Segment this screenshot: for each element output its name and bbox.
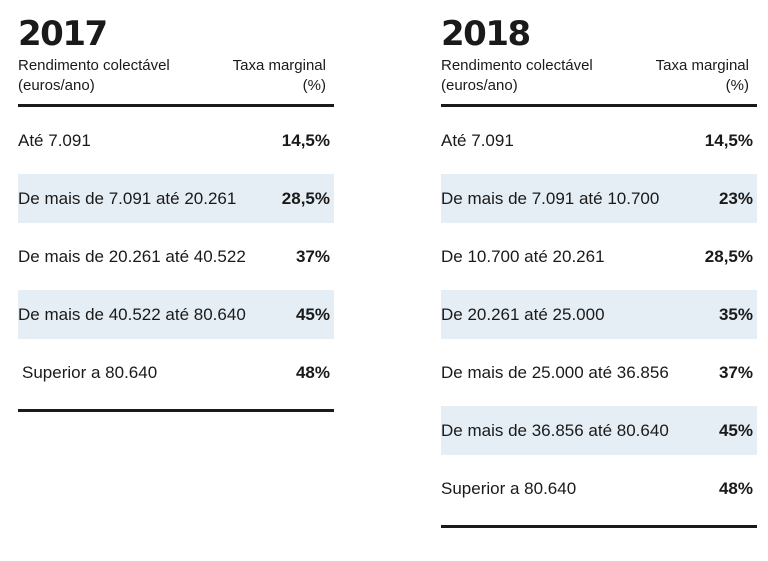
table-row: Até 7.091 14,5% <box>441 116 757 165</box>
income-header-line2: (euros/ano) <box>441 77 518 94</box>
top-rule <box>441 104 757 107</box>
year-title: 2017 <box>18 14 108 54</box>
rate-value: 48% <box>718 479 753 498</box>
income-header-line1: Rendimento colectável <box>441 57 593 74</box>
bottom-rule <box>441 525 757 528</box>
bracket-label: Superior a 80.640 <box>22 363 158 382</box>
table-row: De mais de 20.261 até 40.522 37% <box>18 232 334 281</box>
table-2017: 2017 Rendimento colectável (euros/ano) T… <box>18 14 334 412</box>
year-title: 2018 <box>441 14 531 54</box>
rate-header-line2: (%) <box>725 77 749 94</box>
rate-value: 35% <box>718 305 753 324</box>
bracket-label: De mais de 40.522 até 80.640 <box>18 305 246 324</box>
table-row: De 10.700 até 20.261 28,5% <box>441 232 757 281</box>
bracket-label: Até 7.091 <box>441 131 514 150</box>
rate-value: 37% <box>718 363 753 382</box>
table-row: De mais de 7.091 até 20.261 28,5% <box>18 174 334 223</box>
rate-value: 48% <box>295 363 330 382</box>
table-row: De mais de 36.856 até 80.640 45% <box>441 406 757 455</box>
rate-header-line2: (%) <box>302 77 326 94</box>
table-row: Até 7.091 14,5% <box>18 116 334 165</box>
rate-header: Taxa marginal (%) <box>656 56 749 96</box>
bracket-label: Superior a 80.640 <box>441 479 577 498</box>
table-header: Rendimento colectável (euros/ano) Taxa m… <box>441 56 757 104</box>
table-2018: 2018 Rendimento colectável (euros/ano) T… <box>441 14 757 528</box>
table-row: De mais de 40.522 até 80.640 45% <box>18 290 334 339</box>
rate-value: 23% <box>718 189 753 208</box>
bracket-label: De mais de 25.000 até 36.856 <box>441 363 669 382</box>
bracket-label: De mais de 20.261 até 40.522 <box>18 247 246 266</box>
table-row: De 20.261 até 25.000 35% <box>441 290 757 339</box>
rate-value: 28,5% <box>281 189 330 208</box>
table-row: Superior a 80.640 48% <box>441 464 757 513</box>
rate-value: 45% <box>295 305 330 324</box>
bottom-rule <box>18 409 334 412</box>
bracket-label: De 20.261 até 25.000 <box>441 305 605 324</box>
income-header: Rendimento colectável (euros/ano) <box>441 56 593 96</box>
rate-value: 14,5% <box>281 131 330 150</box>
rate-header-line1: Taxa marginal <box>655 57 749 74</box>
rate-value: 28,5% <box>704 247 753 266</box>
table-header: Rendimento colectável (euros/ano) Taxa m… <box>18 56 334 104</box>
bracket-label: De mais de 7.091 até 10.700 <box>441 189 660 208</box>
bracket-label: Até 7.091 <box>18 131 91 150</box>
rate-header: Taxa marginal (%) <box>233 56 326 96</box>
rate-header-line1: Taxa marginal <box>232 57 326 74</box>
rate-value: 14,5% <box>704 131 753 150</box>
rate-value: 37% <box>295 247 330 266</box>
bracket-label: De mais de 36.856 até 80.640 <box>441 421 669 440</box>
income-header-line2: (euros/ano) <box>18 77 95 94</box>
top-rule <box>18 104 334 107</box>
bracket-label: De mais de 7.091 até 20.261 <box>18 189 237 208</box>
bracket-label: De 10.700 até 20.261 <box>441 247 605 266</box>
table-row: Superior a 80.640 48% <box>18 348 334 397</box>
table-row: De mais de 25.000 até 36.856 37% <box>441 348 757 397</box>
table-row: De mais de 7.091 até 10.700 23% <box>441 174 757 223</box>
rate-value: 45% <box>718 421 753 440</box>
income-header-line1: Rendimento colectável <box>18 57 170 74</box>
income-header: Rendimento colectável (euros/ano) <box>18 56 170 96</box>
